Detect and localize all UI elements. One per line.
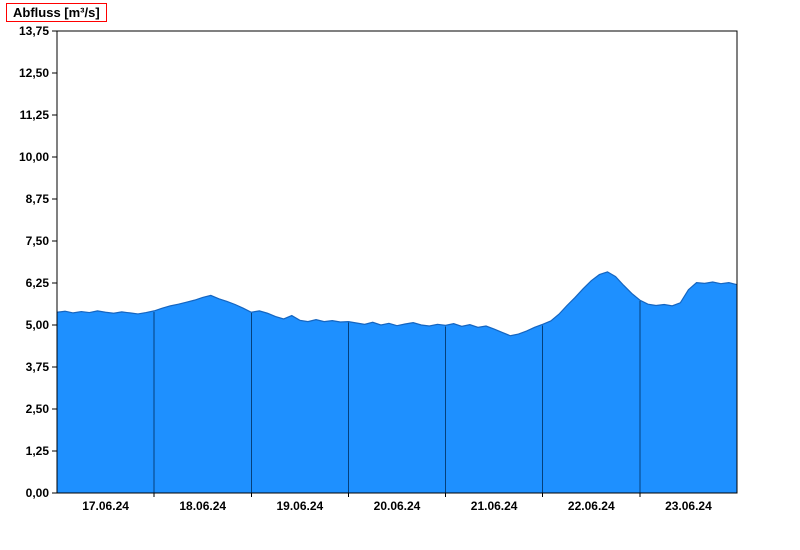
chart-title: Abfluss [m³/s] [13, 5, 100, 20]
y-tick-label: 3,75 [26, 360, 50, 374]
y-tick-label: 5,00 [26, 318, 50, 332]
y-tick-label: 12,50 [19, 66, 49, 80]
y-tick-label: 10,00 [19, 150, 49, 164]
series-line [56, 271, 738, 337]
plot-border [56, 30, 738, 494]
y-tick-label: 6,25 [26, 276, 50, 290]
x-tick-label: 19.06.24 [277, 499, 324, 513]
y-tick-label: 2,50 [26, 402, 50, 416]
x-tick-label: 20.06.24 [374, 499, 421, 513]
x-tick-label: 22.06.24 [568, 499, 615, 513]
y-tick-label: 11,25 [20, 108, 50, 122]
x-tick-label: 18.06.24 [179, 499, 226, 513]
y-tick-label: 13,75 [19, 24, 49, 38]
y-tick-label: 7,50 [26, 234, 50, 248]
y-tick-label: 1,25 [26, 444, 50, 458]
chart-title-box: Abfluss [m³/s] [6, 3, 107, 22]
y-tick-label: 8,75 [26, 192, 50, 206]
area-fill [57, 271, 737, 493]
y-tick-label: 0,00 [26, 486, 50, 500]
x-tick-label: 17.06.24 [82, 499, 129, 513]
x-tick-label: 23.06.24 [665, 499, 712, 513]
x-tick-label: 21.06.24 [471, 499, 518, 513]
